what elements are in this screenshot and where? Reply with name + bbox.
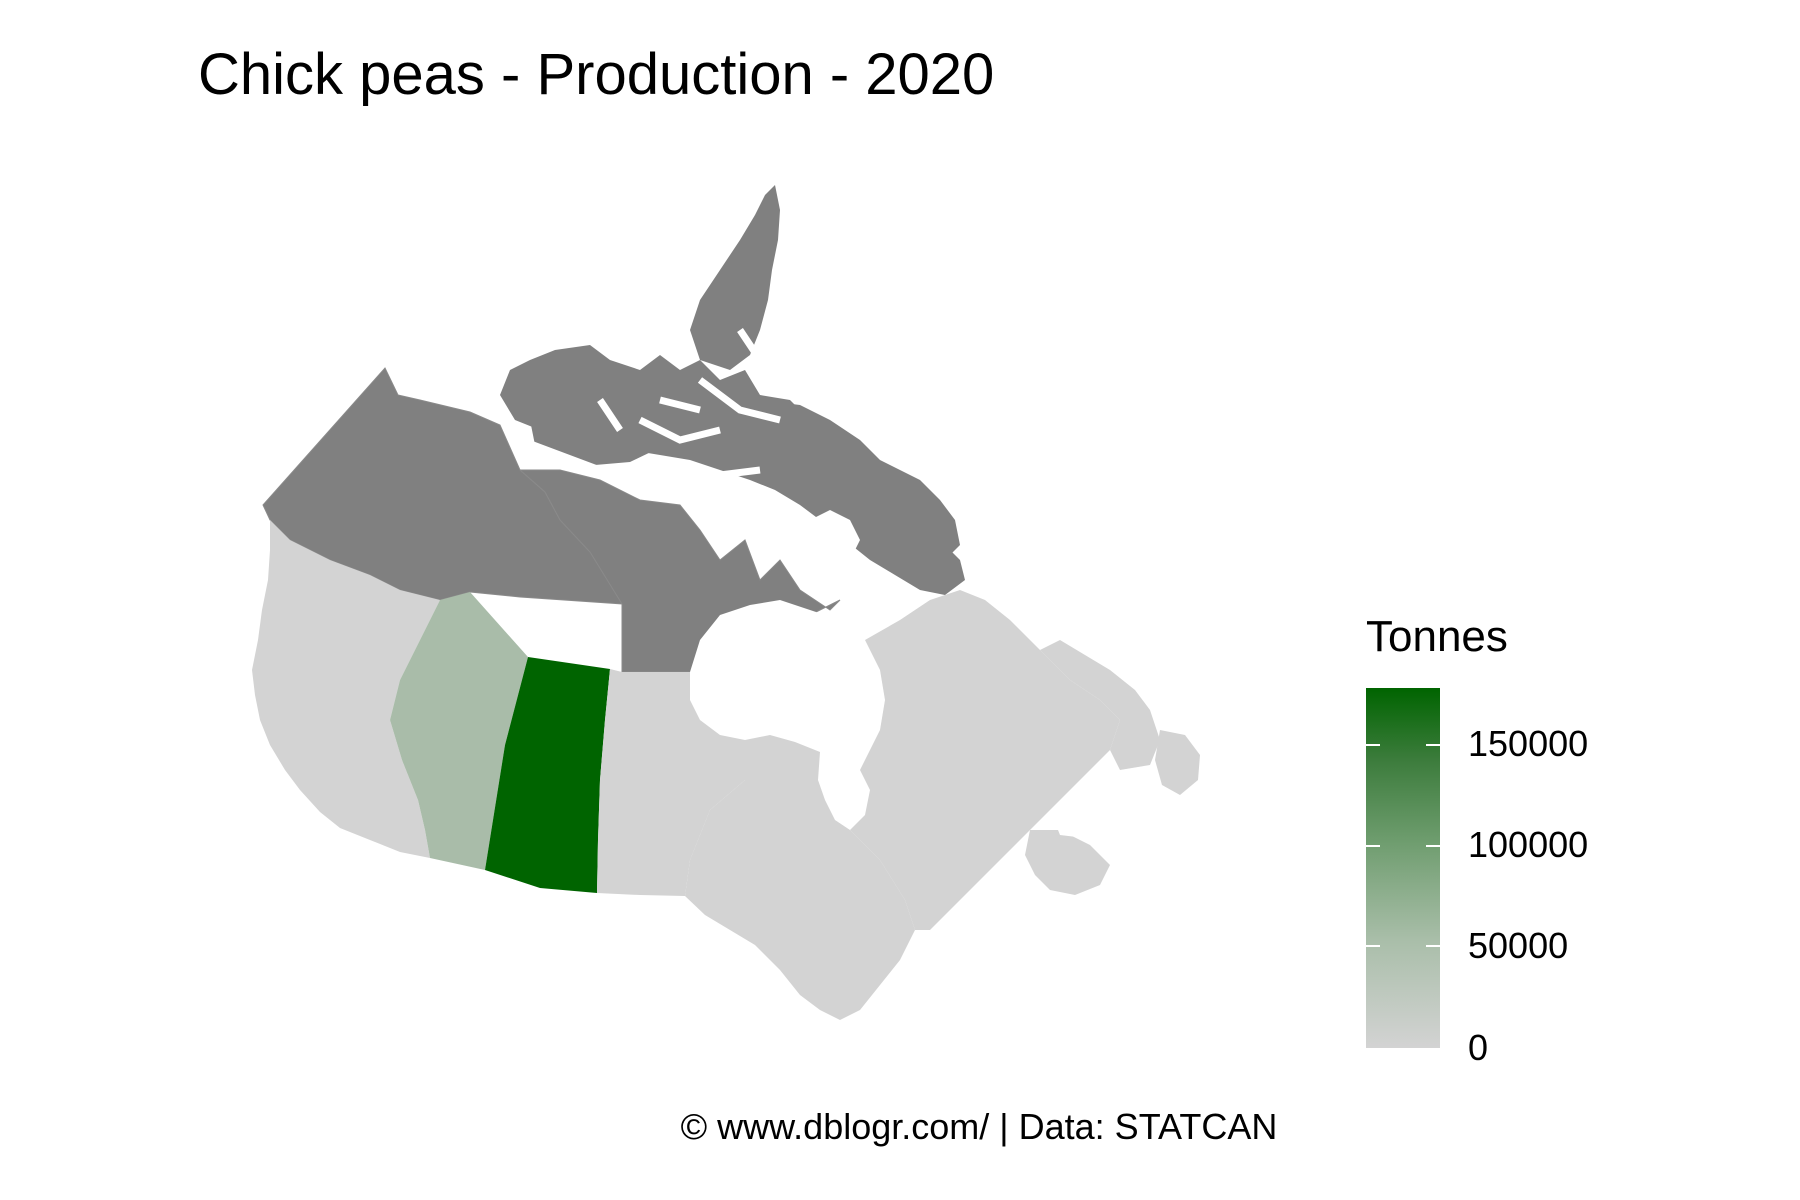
source-caption: © www.dblogr.com/ | Data: STATCAN [680, 1106, 1278, 1147]
region-newfoundland [1155, 730, 1200, 795]
region-labrador [1040, 640, 1160, 770]
james-bay [818, 752, 870, 830]
region-maritimes [1025, 830, 1110, 895]
region-ellesmere-island [690, 185, 780, 370]
arctic-channels [518, 328, 781, 484]
map-title: Chick peas - Production - 2020 [198, 42, 995, 107]
legend-tick-50000 [1366, 945, 1440, 947]
water-features [518, 328, 885, 830]
legend-color-bar [1366, 688, 1440, 1048]
legend-label-150000: 150000 [1468, 723, 1589, 764]
legend-label-50000: 50000 [1468, 925, 1569, 966]
region-victoria-island [530, 400, 660, 465]
legend-label-0: 0 [1468, 1027, 1489, 1068]
legend-label-100000: 100000 [1468, 824, 1589, 865]
foxe-basin [810, 510, 860, 565]
legend-tick-150000 [1366, 744, 1440, 746]
region-saskatchewan [485, 657, 610, 893]
region-quebec [850, 590, 1120, 930]
legend-title: Tonnes [1366, 612, 1508, 661]
legend-tick-100000 [1366, 845, 1440, 847]
region-alberta [390, 592, 528, 870]
gulf-of-st-lawrence [1050, 800, 1100, 838]
region-ontario [685, 735, 915, 1020]
provinces-group [252, 520, 1200, 1020]
region-manitoba [597, 669, 745, 896]
region-british-columbia [252, 520, 440, 858]
region-baffin-island [755, 400, 960, 570]
hudson-bay [690, 600, 885, 758]
